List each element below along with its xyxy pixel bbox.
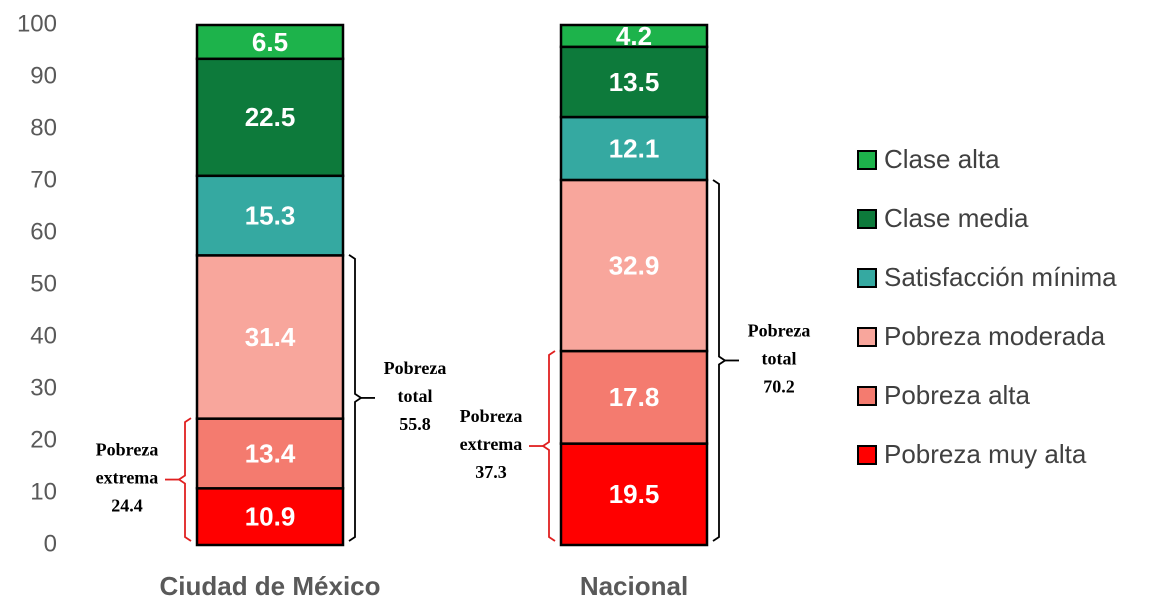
bar-segment [559, 23, 709, 49]
y-tick-label: 90 [30, 62, 57, 89]
y-tick-label: 100 [17, 10, 57, 37]
y-tick-label: 20 [30, 426, 57, 453]
annotation-text: Pobreza [96, 440, 159, 460]
legend-label: Clase media [884, 203, 1029, 233]
annotation-text: extrema [460, 434, 523, 454]
value-label: 13.5 [609, 67, 660, 97]
y-tick-label: 0 [44, 530, 57, 557]
annotation-text: Pobreza [384, 358, 447, 378]
value-label: 17.8 [609, 382, 660, 412]
annotation-value: 24.4 [111, 496, 143, 516]
bar-segment [195, 417, 345, 490]
y-tick-label: 60 [30, 218, 57, 245]
legend-label: Satisfacción mínima [884, 262, 1117, 292]
legend-swatch [857, 209, 877, 229]
annotation-text: total [398, 386, 433, 406]
y-tick-label: 70 [30, 166, 57, 193]
bracket [541, 350, 556, 542]
value-label: 12.1 [609, 133, 660, 163]
bar-segment [559, 442, 709, 547]
y-tick-label: 40 [30, 322, 57, 349]
legend-label: Pobreza alta [884, 380, 1031, 410]
value-label: 32.9 [609, 250, 660, 280]
bar-segment [559, 178, 709, 353]
annotation-value: 70.2 [763, 377, 795, 397]
bracket [348, 254, 363, 542]
value-label: 15.3 [245, 200, 296, 230]
value-label: 19.5 [609, 479, 660, 509]
annotation-value: 55.8 [399, 414, 431, 434]
bar-segment [195, 23, 345, 61]
value-label: 13.4 [245, 438, 296, 468]
legend-swatch [857, 386, 877, 406]
legend-label: Pobreza muy alta [884, 439, 1087, 469]
annotation-value: 37.3 [475, 462, 507, 482]
annotation-text: extrema [96, 468, 159, 488]
value-label: 6.5 [252, 27, 288, 57]
y-tick-label: 50 [30, 270, 57, 297]
y-tick-label: 10 [30, 478, 57, 505]
annotation-text: Pobreza [460, 406, 523, 426]
value-label: 22.5 [245, 102, 296, 132]
value-label: 31.4 [245, 322, 296, 352]
legend-swatch [857, 445, 877, 465]
legend-label: Clase alta [884, 144, 1000, 174]
legend-swatch [857, 327, 877, 347]
bar-segment [559, 45, 709, 119]
bar-segment [195, 57, 345, 178]
annotation-text: Pobreza [748, 321, 811, 341]
legend-swatch [857, 268, 877, 288]
x-tick-label: Nacional [580, 571, 688, 601]
y-tick-label: 80 [30, 114, 57, 141]
value-label: 10.9 [245, 502, 296, 532]
value-label: 4.2 [616, 21, 652, 51]
legend-label: Pobreza moderada [884, 321, 1106, 351]
bracket [177, 417, 192, 542]
annotation-text: total [762, 349, 797, 369]
bar-segment [559, 349, 709, 445]
bar-segment [195, 487, 345, 547]
bar-segment [195, 174, 345, 257]
x-tick-label: Ciudad de México [159, 571, 380, 601]
y-tick-label: 30 [30, 374, 57, 401]
bar-segment [559, 115, 709, 182]
bracket [712, 179, 727, 542]
legend-swatch [857, 150, 877, 170]
